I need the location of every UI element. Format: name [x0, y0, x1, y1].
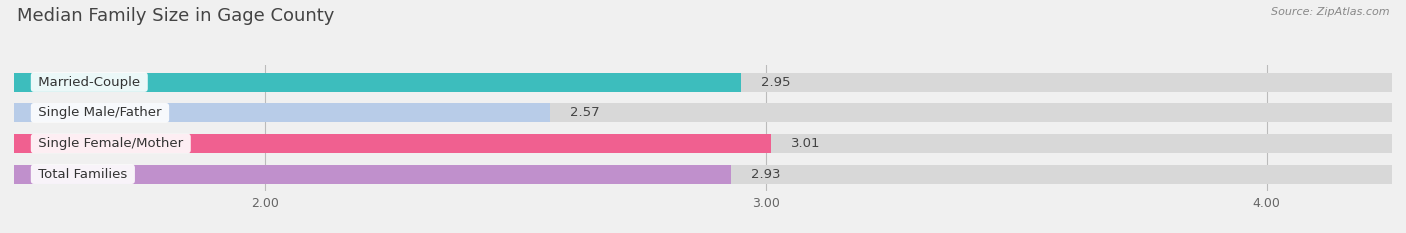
Bar: [14, 73, 1392, 92]
Bar: [14, 73, 741, 92]
Text: Source: ZipAtlas.com: Source: ZipAtlas.com: [1271, 7, 1389, 17]
Text: Single Female/Mother: Single Female/Mother: [34, 137, 187, 150]
Text: Median Family Size in Gage County: Median Family Size in Gage County: [17, 7, 335, 25]
Bar: [14, 165, 731, 184]
Text: 3.01: 3.01: [790, 137, 820, 150]
Text: 2.57: 2.57: [571, 106, 600, 119]
Text: Total Families: Total Families: [34, 168, 132, 181]
Text: Married-Couple: Married-Couple: [34, 76, 145, 89]
Text: 2.95: 2.95: [761, 76, 790, 89]
Bar: [14, 165, 1392, 184]
Text: Single Male/Father: Single Male/Father: [34, 106, 166, 119]
Text: 2.93: 2.93: [751, 168, 780, 181]
Bar: [14, 103, 550, 122]
Bar: [14, 134, 1392, 153]
Bar: [14, 134, 770, 153]
Bar: [14, 103, 1392, 122]
